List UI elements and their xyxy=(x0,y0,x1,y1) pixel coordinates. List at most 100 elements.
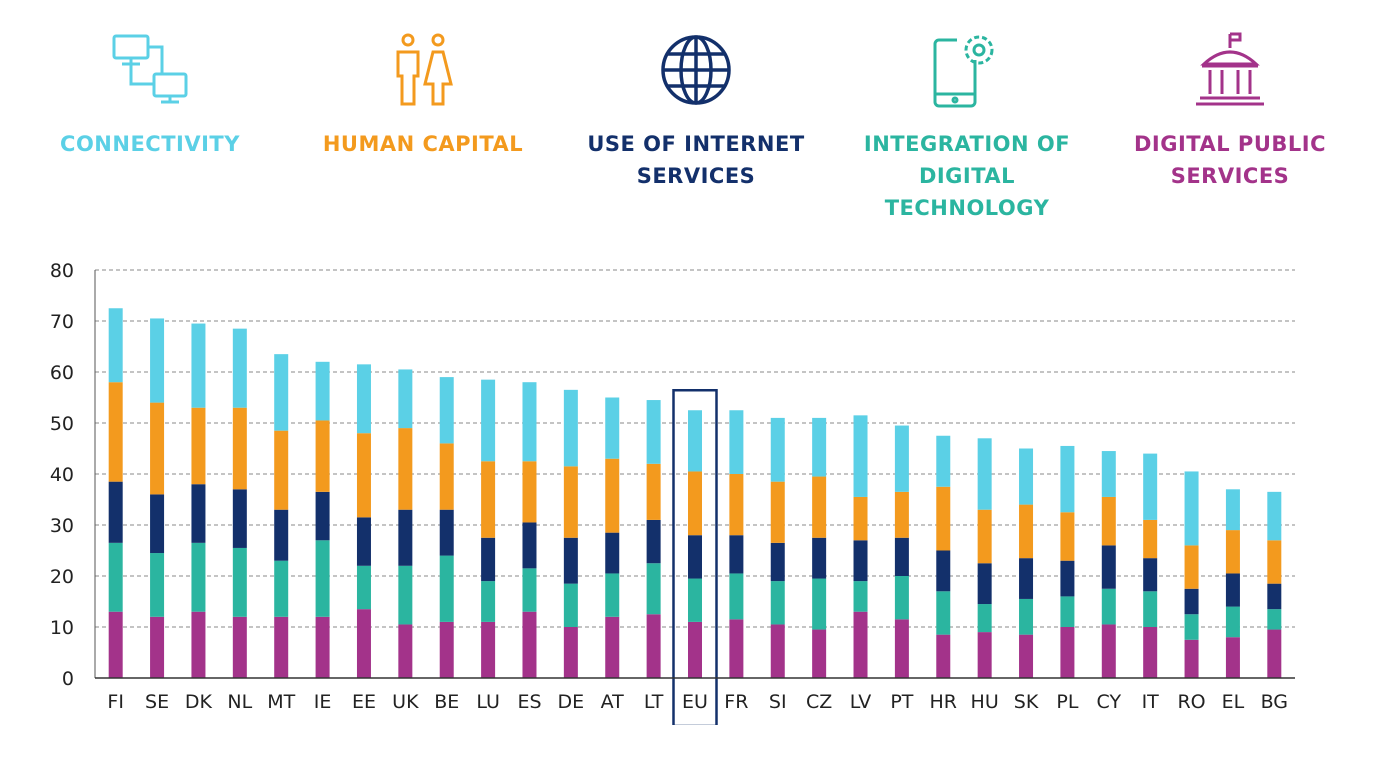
x-tick-label: SI xyxy=(769,691,787,713)
bar-segment-use_of_internet_services xyxy=(191,484,206,543)
x-tick-label: PT xyxy=(890,691,913,713)
eu-highlight-box xyxy=(672,389,718,725)
bar-segment-human_capital xyxy=(563,466,578,538)
legend-item-connectivity: CONNECTIVITY xyxy=(20,30,280,160)
bar-segment-connectivity xyxy=(522,382,537,462)
bar-segment-digital_public_services xyxy=(274,616,289,678)
bar-segment-use_of_internet_services xyxy=(439,509,454,556)
bar-segment-digital_public_services xyxy=(646,614,661,678)
bar-segment-digital_public_services xyxy=(1143,627,1158,678)
x-tick-label: LU xyxy=(476,691,500,713)
bar-segment-integration_of_digital_technology xyxy=(770,581,785,625)
bar-segment-digital_public_services xyxy=(1019,634,1034,678)
bar-segment-integration_of_digital_technology xyxy=(688,578,702,622)
bar-segment-integration_of_digital_technology xyxy=(398,565,413,625)
legend-item-human-capital: HUMAN CAPITAL xyxy=(293,30,553,160)
bar-segment-use_of_internet_services xyxy=(398,509,413,566)
bar-segment-connectivity xyxy=(439,377,454,444)
bar-segment-integration_of_digital_technology xyxy=(853,581,868,612)
bar-segment-integration_of_digital_technology xyxy=(315,540,330,617)
y-tick-label: 40 xyxy=(50,464,74,486)
bar-segment-human_capital xyxy=(770,481,785,543)
bar-segment-integration_of_digital_technology xyxy=(108,542,123,612)
bar-segment-use_of_internet_services xyxy=(770,542,785,582)
bar-segment-human_capital xyxy=(1225,530,1240,574)
bar-segment-use_of_internet_services xyxy=(729,535,744,574)
x-tick-label: CY xyxy=(1097,691,1122,713)
x-tick-label: BE xyxy=(434,691,459,713)
y-tick-label: 20 xyxy=(50,566,74,588)
bar-segment-connectivity xyxy=(356,364,371,434)
bar-segment-human_capital xyxy=(150,402,165,495)
legend: CONNECTIVITY HUMAN CAPITAL USE OF INTERN… xyxy=(0,0,1381,220)
bar-segment-use_of_internet_services xyxy=(646,519,661,564)
bar-segment-connectivity xyxy=(232,328,247,408)
bar-segment-connectivity xyxy=(1184,471,1199,546)
bar-segment-integration_of_digital_technology xyxy=(1267,609,1282,630)
bar-segment-integration_of_digital_technology xyxy=(563,583,578,627)
x-tick-label: SK xyxy=(1014,691,1039,713)
bar-segment-digital_public_services xyxy=(150,616,165,678)
x-tick-label: EU xyxy=(682,691,708,713)
bar-segment-connectivity xyxy=(977,438,992,510)
x-tick-label: HU xyxy=(971,691,999,713)
bar-segment-use_of_internet_services xyxy=(108,481,123,543)
bar-segment-use_of_internet_services xyxy=(1060,560,1075,597)
bar-segment-human_capital xyxy=(729,474,744,536)
bar-segment-use_of_internet_services xyxy=(977,563,992,605)
bar-segment-connectivity xyxy=(1143,453,1158,520)
bar-segment-human_capital xyxy=(1060,512,1075,561)
bar-segment-connectivity xyxy=(108,308,123,383)
bar-segment-digital_public_services xyxy=(108,611,123,678)
bar-segment-connectivity xyxy=(605,397,620,459)
x-tick-label: SE xyxy=(145,691,169,713)
bar-segment-connectivity xyxy=(1225,489,1240,531)
bar-segment-connectivity xyxy=(936,435,951,487)
bar-segment-use_of_internet_services xyxy=(150,494,165,554)
x-tick-label: LV xyxy=(850,691,872,713)
bar-segment-integration_of_digital_technology xyxy=(150,553,165,617)
computer-network-icon xyxy=(112,34,188,104)
bar-segment-digital_public_services xyxy=(481,621,496,678)
x-tick-label: IE xyxy=(314,691,332,713)
bar-segment-digital_public_services xyxy=(894,619,909,678)
bar-segment-digital_public_services xyxy=(191,611,206,678)
bar-segment-connectivity xyxy=(481,379,496,462)
legend-label-connectivity: CONNECTIVITY xyxy=(60,132,240,156)
bar-segment-human_capital xyxy=(646,463,661,520)
bar-segment-connectivity xyxy=(1101,451,1116,497)
bar-segment-connectivity xyxy=(853,415,868,497)
x-tick-label: FI xyxy=(107,691,124,713)
legend-label-use-of-internet-services: USE OF INTERNET SERVICES xyxy=(587,132,805,188)
bar-segment-connectivity xyxy=(150,318,165,403)
legend-label-integration-of-digital-technology: INTEGRATION OF DIGITAL TECHNOLOGY xyxy=(863,132,1071,220)
bar-segment-human_capital xyxy=(977,509,992,564)
bar-segment-human_capital xyxy=(605,458,620,533)
bar-segment-human_capital xyxy=(315,420,330,492)
x-tick-label: MT xyxy=(267,691,295,713)
bar-segment-use_of_internet_services xyxy=(1019,558,1034,599)
bars xyxy=(108,308,1282,725)
bar-segment-connectivity xyxy=(274,354,289,431)
bar-segment-digital_public_services xyxy=(439,621,454,678)
bar-segment-human_capital xyxy=(191,407,206,485)
bar-segment-digital_public_services xyxy=(1060,627,1075,678)
bar-segment-use_of_internet_services xyxy=(356,517,371,566)
bar-segment-human_capital xyxy=(1267,540,1282,584)
bar-segment-digital_public_services xyxy=(1267,629,1282,678)
x-axis: FI SE DK NL MT IE EE UK BE LU ES DE AT LT EU FR SI CZ LV PT… xyxy=(95,677,1295,713)
bar-segment-human_capital xyxy=(688,471,702,536)
legend-item-integration-of-digital-technology: INTEGRATION OF DIGITAL TECHNOLOGY xyxy=(837,30,1097,224)
bar-segment-integration_of_digital_technology xyxy=(977,604,992,633)
bar-segment-digital_public_services xyxy=(315,616,330,678)
bar-segment-use_of_internet_services xyxy=(232,489,247,548)
bar-segment-use_of_internet_services xyxy=(1225,573,1240,607)
bar-segment-integration_of_digital_technology xyxy=(1184,614,1199,640)
bar-segment-integration_of_digital_technology xyxy=(605,573,620,617)
bar-segment-digital_public_services xyxy=(232,616,247,678)
y-tick-label: 60 xyxy=(50,362,74,384)
legend-item-use-of-internet-services: USE OF INTERNET SERVICES xyxy=(566,30,826,192)
x-tick-label: CZ xyxy=(806,691,832,713)
legend-item-digital-public-services: DIGITAL PUBLIC SERVICES xyxy=(1100,30,1360,192)
bar-segment-human_capital xyxy=(232,407,247,490)
